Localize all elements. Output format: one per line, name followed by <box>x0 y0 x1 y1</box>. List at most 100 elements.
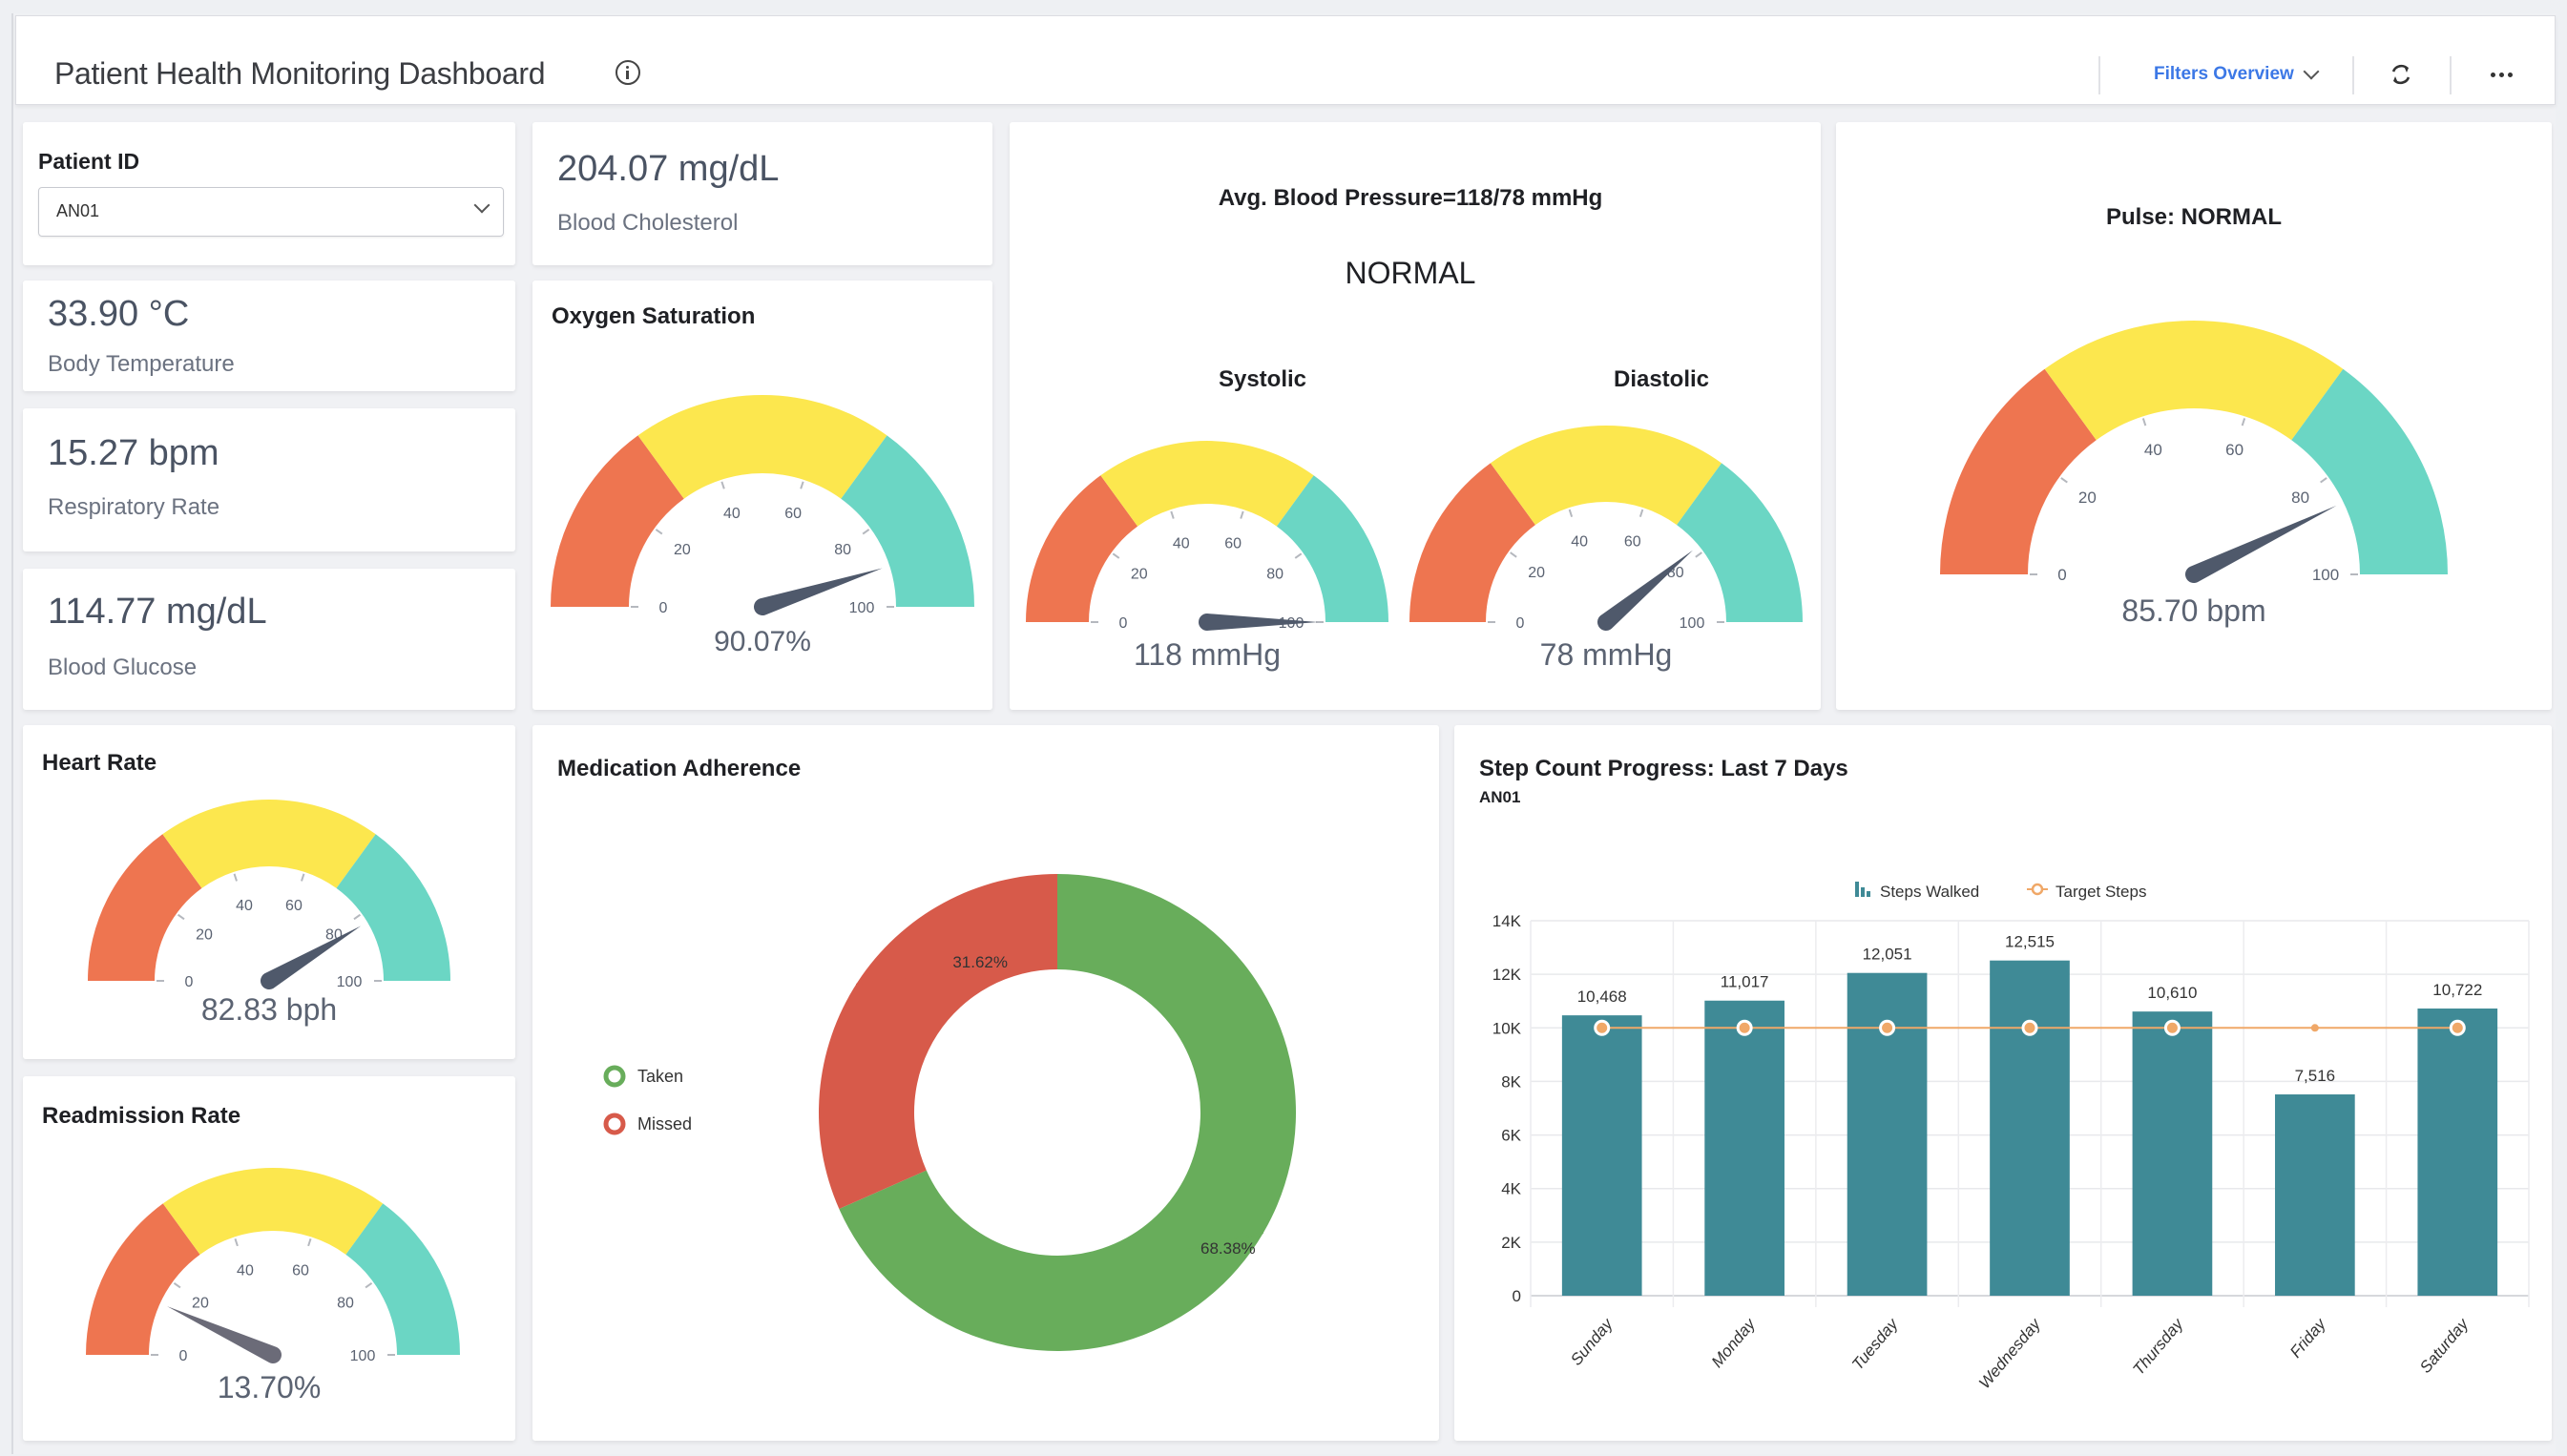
gauge-tick <box>800 481 804 489</box>
gauge-band <box>336 834 450 981</box>
gauge-value: 82.83 bph <box>200 992 338 1027</box>
gauge-tick <box>1112 552 1120 559</box>
medication-donut-chart: 68.38% 31.62% Taken Missed <box>603 874 1296 1351</box>
gauge-band <box>2044 321 2344 441</box>
gauge-tick-label: 100 <box>2312 566 2339 584</box>
card-title: Heart Rate <box>42 750 157 776</box>
patient-id-dropdown[interactable]: AN01 <box>38 187 504 237</box>
more-options-button[interactable] <box>2482 58 2520 91</box>
legend-item-steps-walked[interactable]: Steps Walked <box>1880 883 1979 901</box>
readmission-gauge: 0 20 40 60 80 100 <box>86 1168 460 1364</box>
info-circle-icon[interactable] <box>616 60 640 85</box>
dot <box>2507 72 2513 77</box>
x-tick-label: Thursday <box>2129 1314 2187 1379</box>
y-tick-label: 12K <box>1492 966 1522 984</box>
gauge-tick-label: 0 <box>185 974 194 990</box>
gauge-tick-label: 0 <box>659 600 668 616</box>
gauge-tick <box>365 1281 373 1289</box>
refresh-button[interactable] <box>2385 58 2417 91</box>
x-tick-label: Saturday <box>2416 1314 2473 1376</box>
kpi-label: Blood Cholesterol <box>557 210 739 236</box>
gauge-tick-label: 100 <box>337 974 363 990</box>
target-steps-marker[interactable] <box>1736 1019 1753 1036</box>
gauge-band <box>162 800 376 888</box>
y-tick-label: 14K <box>1492 912 1522 930</box>
card-title: Readmission Rate <box>42 1103 241 1129</box>
gauge-card-readmission: Readmission Rate 0 20 40 60 80 100 13.70% <box>23 1076 515 1441</box>
gauge-tick <box>301 873 305 882</box>
systolic-title: Systolic <box>1218 366 1307 392</box>
bar-steps-walked[interactable] <box>2275 1094 2355 1296</box>
gauge-band <box>2291 368 2448 574</box>
gauge-tick <box>1568 509 1574 517</box>
legend-bar-icon <box>1867 891 1870 897</box>
dashboard-header: Patient Health Monitoring Dashboard Filt… <box>15 15 2556 105</box>
donut-leader-line <box>856 961 1026 986</box>
gauge-tick <box>177 913 185 921</box>
oxygen-gauge: 0 20 40 60 80 100 <box>551 395 974 616</box>
target-steps-marker[interactable] <box>2163 1019 2181 1036</box>
target-steps-marker[interactable] <box>2310 1024 2319 1032</box>
patient-id-label: Patient ID <box>38 149 140 174</box>
gauge-tick <box>1510 551 1517 558</box>
blood-pressure-card: Avg. Blood Pressure=118/78 mmHg NORMAL S… <box>1010 122 1821 710</box>
gauge-tick <box>353 913 362 921</box>
gauge-tick <box>1638 509 1644 517</box>
target-steps-marker[interactable] <box>2449 1019 2466 1036</box>
x-tick-label: Sunday <box>1567 1314 1617 1369</box>
page-title: Patient Health Monitoring Dashboard <box>54 56 546 91</box>
bar-steps-walked[interactable] <box>2417 1009 2498 1296</box>
legend-item-target-steps[interactable]: Target Steps <box>2056 883 2146 901</box>
x-tick-label: Monday <box>1708 1314 1760 1371</box>
pulse-title: Pulse: NORMAL <box>2105 204 2282 230</box>
donut-data-label: 31.62% <box>952 953 1008 971</box>
gauge-tick-label: 0 <box>1516 615 1525 632</box>
gauge-tick <box>1240 510 1244 519</box>
gauge-band <box>637 395 887 499</box>
header-divider <box>2098 56 2100 94</box>
bar-data-label: 11,017 <box>1721 973 1769 991</box>
kpi-label: Body Temperature <box>48 351 235 377</box>
legend-bar-icon <box>1855 882 1859 897</box>
kpi-card-temperature: 33.90 °C Body Temperature <box>23 281 515 391</box>
gauge-tick-label: 20 <box>2078 489 2097 507</box>
bar-data-label: 12,051 <box>1863 946 1912 964</box>
bar-steps-walked[interactable] <box>2132 1011 2213 1296</box>
gauge-band <box>1677 463 1803 622</box>
gauge-tick-label: 100 <box>1680 615 1705 632</box>
gauge-tick-label: 60 <box>285 898 303 914</box>
gauge-tick-label: 0 <box>179 1348 188 1364</box>
y-tick-label: 0 <box>1513 1287 1521 1305</box>
bar-steps-walked[interactable] <box>1990 960 2070 1296</box>
target-steps-marker[interactable] <box>2021 1019 2038 1036</box>
gauge-band <box>1276 475 1388 622</box>
filters-overview-label: Filters Overview <box>2154 64 2294 84</box>
gauge-tick-label: 20 <box>196 927 213 944</box>
gauge-needle <box>1597 550 1693 631</box>
header-divider <box>2450 56 2452 94</box>
filters-overview-button[interactable]: Filters Overview <box>2154 58 2320 91</box>
target-steps-marker[interactable] <box>1879 1019 1896 1036</box>
gauge-tick <box>233 873 238 882</box>
legend-item-missed[interactable]: Missed <box>637 1114 692 1134</box>
gauge-tick-label: 20 <box>1131 566 1148 582</box>
gauge-tick <box>2141 418 2147 426</box>
gauge-tick-label: 60 <box>1624 533 1641 550</box>
donut-slice-taken[interactable] <box>839 874 1296 1351</box>
donut-slice-missed[interactable] <box>819 874 1057 1210</box>
bar-steps-walked[interactable] <box>1704 1000 1784 1296</box>
diastolic-title: Diastolic <box>1613 366 1710 392</box>
gauge-tick-label: 80 <box>337 1296 354 1312</box>
gauge-band <box>86 1203 200 1355</box>
bar-steps-walked[interactable] <box>1561 1015 1642 1296</box>
chevron-down-icon <box>473 197 490 214</box>
gauge-tick <box>655 529 663 535</box>
gauge-tick-label: 60 <box>1224 535 1242 551</box>
gauge-tick-label: 80 <box>1266 566 1284 582</box>
gauge-band <box>1940 368 2097 574</box>
legend-item-taken[interactable]: Taken <box>637 1067 683 1086</box>
dot <box>2498 72 2504 77</box>
card-subtitle: AN01 <box>1479 788 1521 806</box>
target-steps-marker[interactable] <box>1594 1019 1611 1036</box>
